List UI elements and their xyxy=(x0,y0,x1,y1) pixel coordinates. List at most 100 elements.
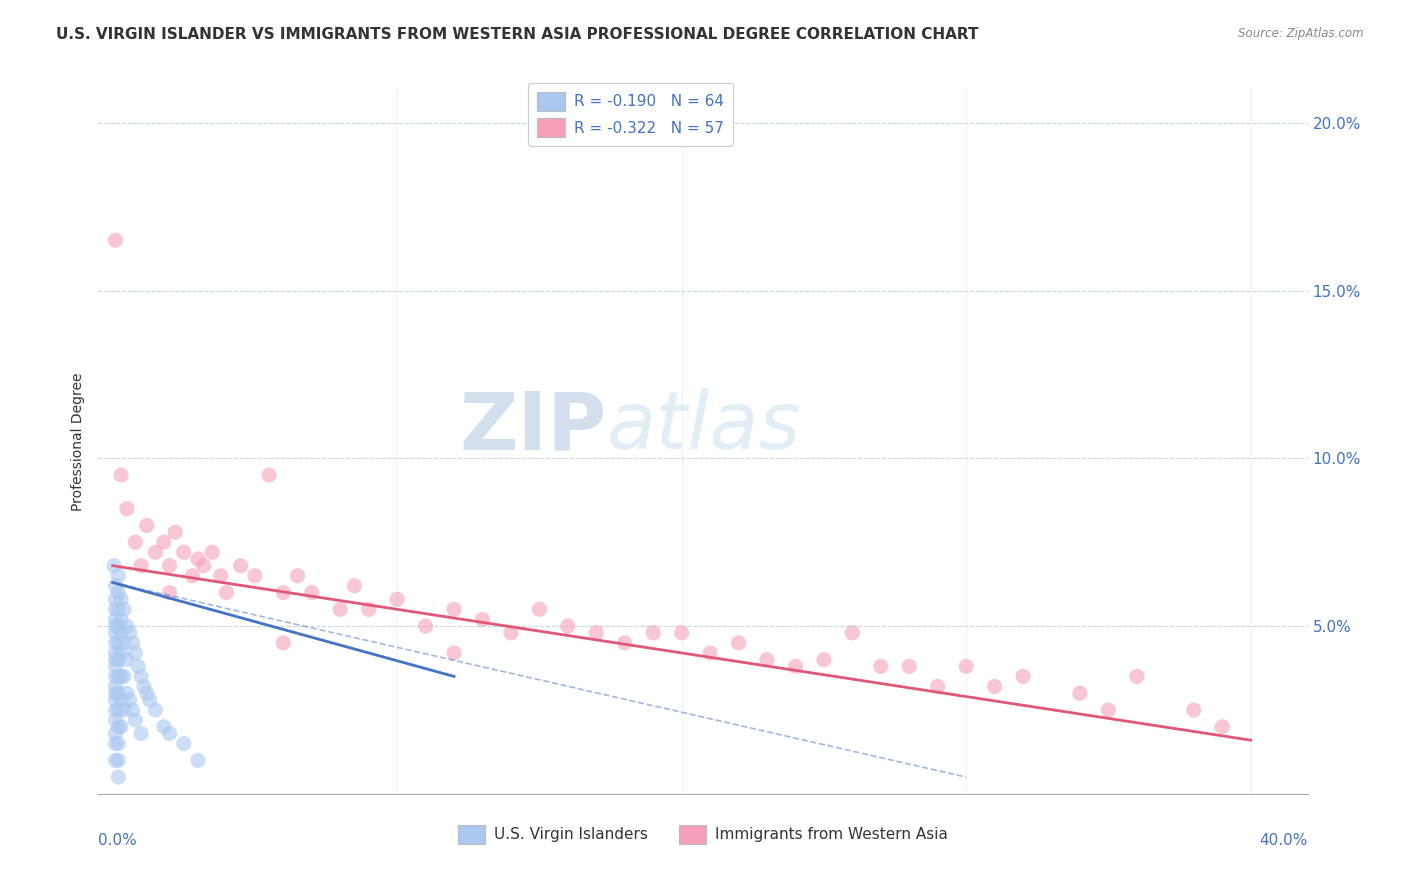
Point xyxy=(112,602,135,616)
Point xyxy=(869,659,891,673)
Point xyxy=(671,625,693,640)
Point xyxy=(110,669,132,683)
Text: 0.0%: 0.0% xyxy=(98,832,138,847)
Point xyxy=(104,646,127,660)
Point xyxy=(1069,686,1091,700)
Point xyxy=(229,558,252,573)
Point xyxy=(153,535,176,549)
Point xyxy=(927,680,949,694)
Point xyxy=(107,585,129,599)
Point xyxy=(301,585,323,599)
Point xyxy=(613,636,636,650)
Point xyxy=(143,545,166,559)
Point xyxy=(104,625,127,640)
Point xyxy=(107,619,129,633)
Text: 40.0%: 40.0% xyxy=(1260,832,1308,847)
Point xyxy=(135,686,157,700)
Point xyxy=(415,619,437,633)
Point xyxy=(499,625,522,640)
Point xyxy=(124,713,146,727)
Point xyxy=(107,636,129,650)
Point xyxy=(124,535,146,549)
Text: Source: ZipAtlas.com: Source: ZipAtlas.com xyxy=(1239,27,1364,40)
Point xyxy=(107,737,129,751)
Point xyxy=(107,703,129,717)
Legend: U.S. Virgin Islanders, Immigrants from Western Asia: U.S. Virgin Islanders, Immigrants from W… xyxy=(451,819,955,850)
Point xyxy=(273,585,295,599)
Point xyxy=(115,619,138,633)
Text: ZIP: ZIP xyxy=(458,388,606,467)
Point xyxy=(107,602,129,616)
Point xyxy=(699,646,721,660)
Point xyxy=(104,686,127,700)
Point xyxy=(243,568,266,582)
Point xyxy=(118,693,141,707)
Point xyxy=(135,518,157,533)
Point xyxy=(165,525,187,540)
Point xyxy=(756,653,779,667)
Point xyxy=(110,693,132,707)
Point xyxy=(643,625,665,640)
Point xyxy=(104,619,127,633)
Point xyxy=(529,602,551,616)
Point xyxy=(727,636,749,650)
Point xyxy=(471,612,494,626)
Point xyxy=(104,592,127,607)
Point xyxy=(209,568,232,582)
Point xyxy=(127,659,149,673)
Point xyxy=(357,602,380,616)
Point xyxy=(215,585,238,599)
Point xyxy=(257,468,280,483)
Point xyxy=(107,753,129,767)
Point xyxy=(104,233,127,247)
Point xyxy=(193,558,215,573)
Point xyxy=(112,703,135,717)
Point xyxy=(557,619,579,633)
Point xyxy=(121,636,143,650)
Point xyxy=(104,713,127,727)
Point xyxy=(273,636,295,650)
Point xyxy=(1126,669,1149,683)
Point xyxy=(104,737,127,751)
Point xyxy=(104,602,127,616)
Point xyxy=(110,646,132,660)
Point xyxy=(585,625,607,640)
Point xyxy=(343,579,366,593)
Point xyxy=(1012,669,1035,683)
Point xyxy=(115,686,138,700)
Point xyxy=(841,625,863,640)
Point xyxy=(385,592,408,607)
Point xyxy=(110,720,132,734)
Point xyxy=(104,636,127,650)
Point xyxy=(898,659,921,673)
Point xyxy=(124,646,146,660)
Point xyxy=(159,585,181,599)
Point xyxy=(813,653,835,667)
Point xyxy=(173,737,195,751)
Point xyxy=(287,568,309,582)
Point xyxy=(138,693,160,707)
Point xyxy=(115,653,138,667)
Text: atlas: atlas xyxy=(606,388,801,467)
Point xyxy=(107,720,129,734)
Point xyxy=(121,703,143,717)
Point xyxy=(107,686,129,700)
Point xyxy=(1182,703,1205,717)
Point xyxy=(153,720,176,734)
Point xyxy=(129,726,152,740)
Point xyxy=(118,625,141,640)
Point xyxy=(443,646,465,660)
Point xyxy=(159,558,181,573)
Point xyxy=(159,726,181,740)
Point xyxy=(201,545,224,559)
Point xyxy=(112,636,135,650)
Point xyxy=(104,680,127,694)
Point xyxy=(107,653,129,667)
Y-axis label: Professional Degree: Professional Degree xyxy=(70,372,84,511)
Point xyxy=(129,669,152,683)
Point xyxy=(112,669,135,683)
Point xyxy=(107,669,129,683)
Point xyxy=(329,602,352,616)
Point xyxy=(1097,703,1119,717)
Point xyxy=(983,680,1005,694)
